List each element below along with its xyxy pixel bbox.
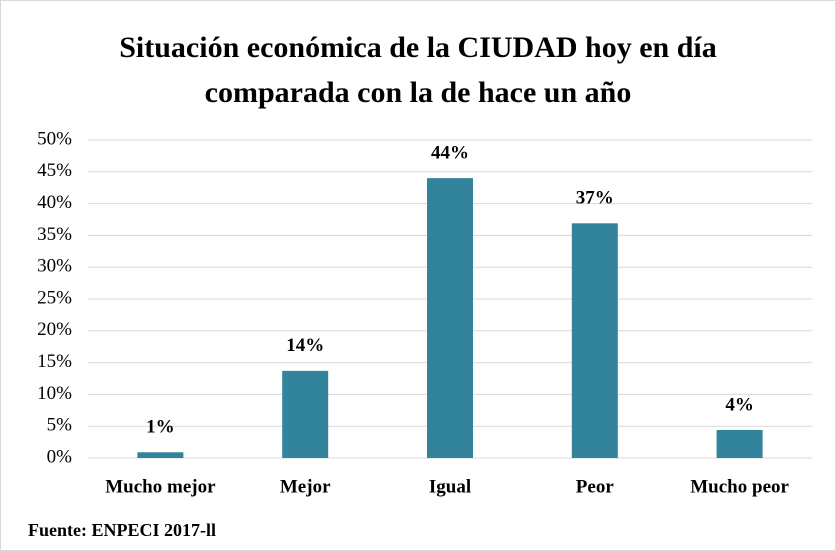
x-tick-label: Peor (576, 476, 615, 497)
y-tick-label: 40% (37, 192, 72, 213)
bar (427, 178, 473, 458)
x-tick-label: Mucho mejor (105, 476, 216, 497)
data-label: 37% (576, 188, 614, 209)
y-tick-label: 15% (37, 351, 72, 372)
y-tick-label: 0% (47, 446, 73, 467)
bar (571, 223, 618, 458)
x-tick-label: Mejor (280, 476, 331, 497)
bar (716, 430, 763, 458)
chart-title: Situación económica de la CIUDAD hoy en … (119, 31, 717, 64)
x-tick-label: Igual (429, 476, 471, 497)
data-label: 14% (286, 335, 324, 356)
chart-title: comparada con la de hace un año (205, 76, 632, 109)
bar (137, 452, 184, 458)
source-note: Fuente: ENPECI 2017-ll (28, 520, 216, 540)
data-label: 44% (431, 143, 469, 164)
data-label: 4% (725, 394, 754, 415)
y-tick-label: 5% (47, 415, 73, 436)
y-tick-label: 20% (37, 319, 72, 340)
y-tick-label: 10% (37, 383, 72, 404)
y-tick-label: 50% (37, 128, 72, 149)
bar (282, 370, 329, 458)
y-tick-label: 25% (37, 287, 72, 308)
y-tick-label: 30% (37, 256, 72, 277)
y-tick-label: 35% (37, 224, 72, 245)
data-label: 1% (146, 417, 175, 438)
x-tick-label: Mucho peor (690, 476, 789, 497)
y-tick-label: 45% (37, 160, 72, 181)
